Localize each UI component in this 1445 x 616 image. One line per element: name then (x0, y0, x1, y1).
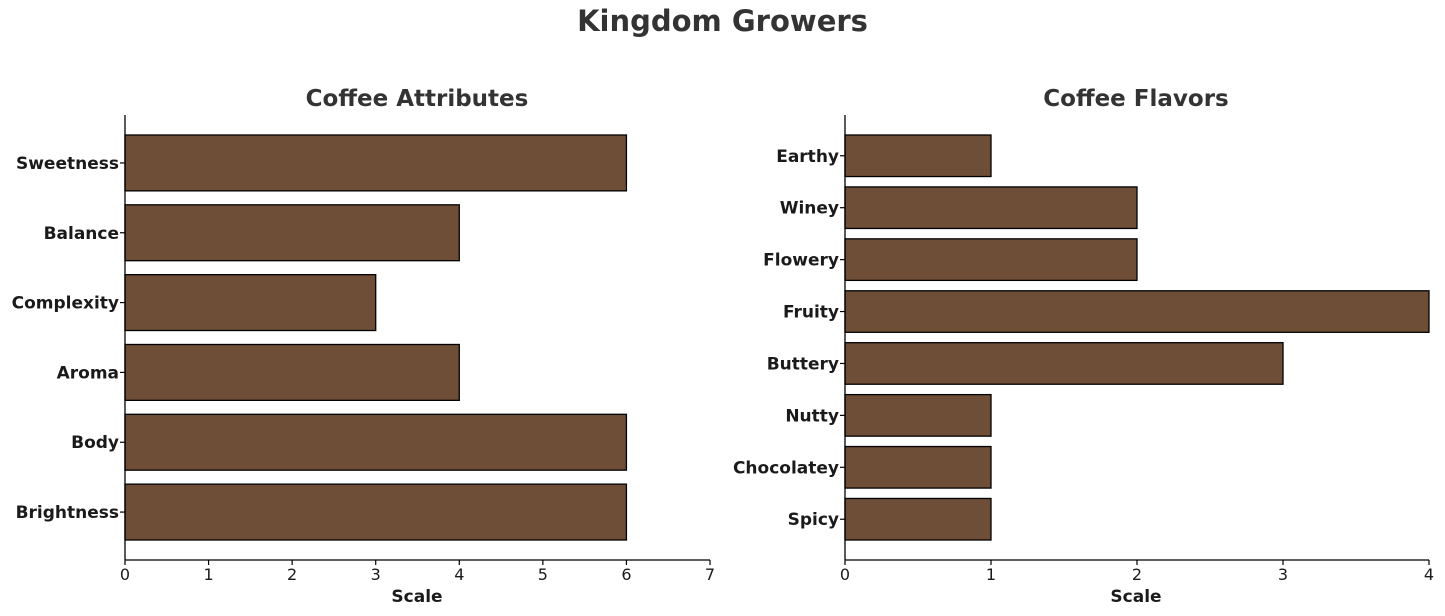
category-label: Spicy (788, 510, 839, 530)
bar-buttery (844, 342, 1284, 385)
x-tick-label: 4 (454, 565, 464, 584)
x-tick-label: 4 (1424, 565, 1434, 584)
bar-balance (124, 204, 460, 262)
x-tick-label: 2 (287, 565, 297, 584)
x-tick-label: 6 (621, 565, 631, 584)
bar-fruity (844, 290, 1430, 333)
bar-winey (844, 186, 1138, 230)
chart-coffee-attributes: Coffee Attributes Scale Sweetness Balance… (12, 86, 716, 607)
bar-chocolatey (844, 445, 992, 489)
chart-coffee-flavors: Coffee Flavors Scale Earthy Winey Flowery F… (733, 86, 1434, 607)
category-label: Brightness (16, 503, 119, 523)
chart-title: Coffee Attributes (306, 86, 529, 112)
x-tick-label: 0 (840, 565, 850, 584)
bar-nutty (844, 393, 992, 437)
x-tick-label: 7 (705, 565, 715, 584)
figure-title: Kingdom Growers (577, 4, 868, 38)
x-tick-label: 1 (203, 565, 213, 584)
category-label: Body (71, 433, 119, 453)
category-label: Fruity (783, 303, 839, 323)
chart-title: Coffee Flavors (1043, 86, 1228, 112)
category-label: Earthy (776, 147, 839, 167)
category-label: Buttery (767, 354, 839, 374)
category-label: Nutty (785, 406, 839, 426)
bar-brightness (124, 483, 628, 541)
category-label: Balance (44, 224, 119, 244)
category-label: Winey (780, 199, 839, 219)
x-tick-label: 3 (371, 565, 381, 584)
x-tick-label: 2 (1132, 565, 1142, 584)
bar-sweetness (124, 134, 628, 192)
bar-aroma (124, 343, 460, 401)
category-label: Sweetness (16, 154, 119, 174)
bar-spicy (844, 497, 992, 541)
category-label: Flowery (763, 251, 839, 271)
bar-body (124, 413, 628, 471)
category-label: Chocolatey (733, 458, 839, 478)
category-label: Aroma (57, 363, 119, 383)
x-tick-label: 0 (120, 565, 130, 584)
bar-earthy (844, 134, 992, 178)
x-axis-label: Scale (1110, 587, 1161, 607)
category-label: Complexity (12, 294, 119, 314)
x-tick-label: 3 (1278, 565, 1288, 584)
x-tick-label: 1 (986, 565, 996, 584)
bar-flowery (844, 238, 1138, 282)
bar-complexity (124, 274, 377, 332)
x-axis-label: Scale (391, 587, 442, 607)
x-tick-label: 5 (538, 565, 548, 584)
